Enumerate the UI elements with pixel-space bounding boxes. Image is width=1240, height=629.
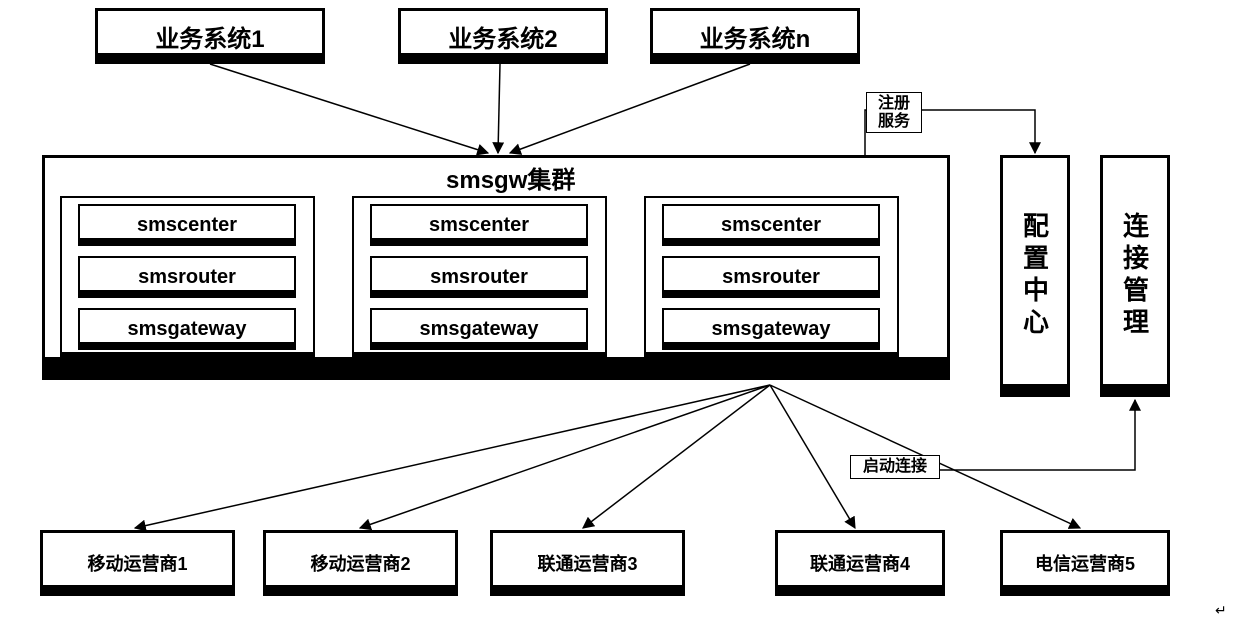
node3-smsgateway: smsgateway <box>662 308 880 350</box>
bottom-box-5: 电信运营商5 <box>1000 530 1170 596</box>
footer-char: ↵ <box>1215 602 1227 619</box>
cluster-title: smsgw集群 <box>440 160 581 195</box>
node3-smsrouter: smsrouter <box>662 256 880 298</box>
edge-label-register: 注册 服务 <box>866 92 922 133</box>
edge-label-connect: 启动连接 <box>850 455 940 479</box>
node2-smsrouter: smsrouter <box>370 256 588 298</box>
bottom-box-4: 联通运营商4 <box>775 530 945 596</box>
bottom-box-1: 移动运营商1 <box>40 530 235 596</box>
top-box-1-label: 业务系统1 <box>155 19 264 54</box>
bottom-box-3: 联通运营商3 <box>490 530 685 596</box>
top-box-2: 业务系统2 <box>398 8 608 64</box>
node2-smscenter: smscenter <box>370 204 588 246</box>
node1-smsrouter: smsrouter <box>78 256 296 298</box>
top-box-n-label: 业务系统n <box>700 19 811 54</box>
top-box-2-label: 业务系统2 <box>448 19 557 54</box>
config-center-box: 配置中心 <box>1000 155 1070 397</box>
node1-smsgateway: smsgateway <box>78 308 296 350</box>
node1-smscenter: smscenter <box>78 204 296 246</box>
node3-smscenter: smscenter <box>662 204 880 246</box>
node2-smsgateway: smsgateway <box>370 308 588 350</box>
connection-mgmt-box: 连接管理 <box>1100 155 1170 397</box>
top-box-n: 业务系统n <box>650 8 860 64</box>
top-box-1: 业务系统1 <box>95 8 325 64</box>
bottom-box-2: 移动运营商2 <box>263 530 458 596</box>
